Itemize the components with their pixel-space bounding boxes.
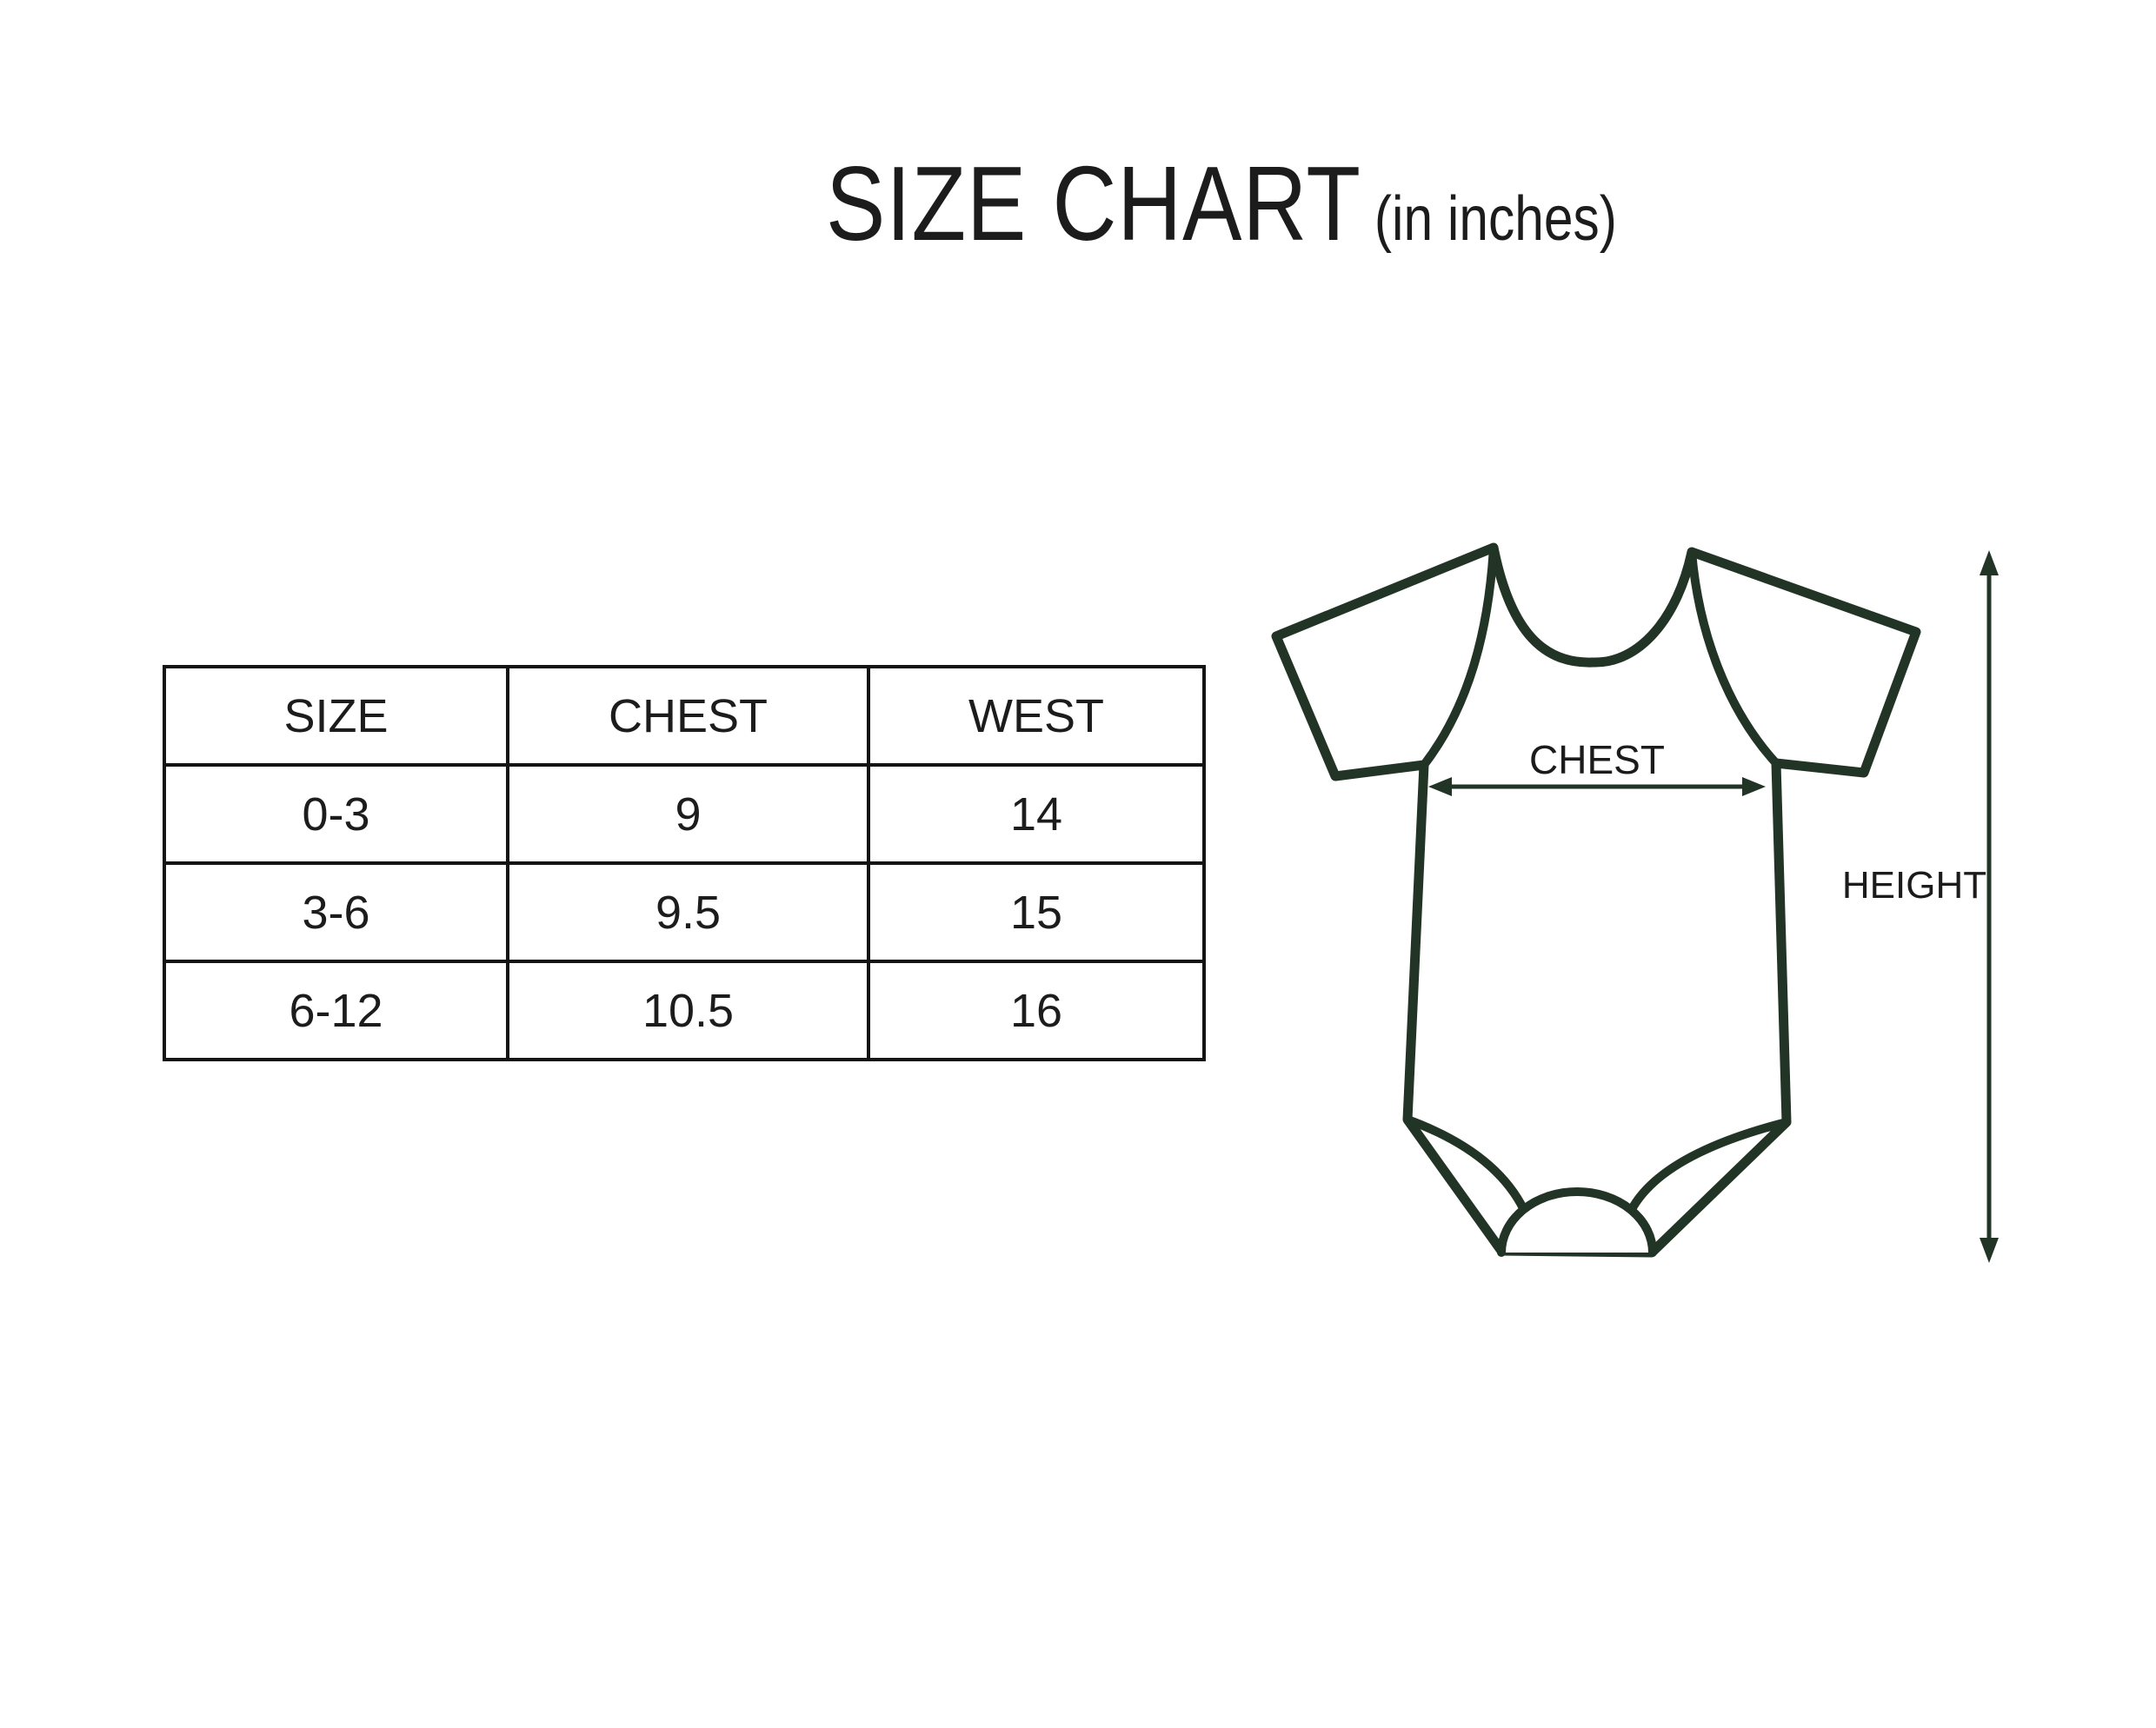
chest-arrowhead-right (1742, 777, 1766, 796)
table-row: 6-12 10.5 16 (163, 960, 1206, 1061)
header-size: SIZE (163, 665, 509, 767)
crotch-dome (1497, 1187, 1657, 1257)
size-table: SIZE CHEST WEST 0-3 9 14 3-6 9.5 15 6-12… (163, 665, 1206, 1061)
left-leg-opening-curve (1403, 1115, 1528, 1214)
cell-west-0: 14 (867, 763, 1206, 865)
chest-label: CHEST (1529, 737, 1665, 782)
right-shoulder-flap-curve (1687, 548, 1780, 768)
height-label: HEIGHT (1842, 864, 1986, 907)
height-arrowhead-top (1980, 550, 1999, 575)
table-header-row: SIZE CHEST WEST (163, 665, 1206, 767)
chest-arrowhead-left (1428, 777, 1452, 796)
cell-size-2: 6-12 (163, 960, 509, 1061)
page-title: SIZE CHART (in inches) (826, 143, 1617, 264)
size-chart-table: SIZE CHEST WEST 0-3 9 14 3-6 9.5 15 6-12… (163, 665, 1206, 1061)
cell-size-0: 0-3 (163, 763, 509, 865)
cell-chest-1: 9.5 (506, 861, 870, 963)
right-leg-opening-curve (1627, 1118, 1791, 1215)
cell-chest-2: 10.5 (506, 960, 870, 1061)
cell-west-1: 15 (867, 861, 1206, 963)
left-shoulder-flap-curve (1420, 543, 1498, 769)
height-arrowhead-bottom (1980, 1238, 1999, 1263)
cell-chest-0: 9 (506, 763, 870, 865)
onesie-outline (1271, 542, 1921, 1258)
height-arrow (1980, 550, 1999, 1263)
cell-size-1: 3-6 (163, 861, 509, 963)
header-west: WEST (867, 665, 1206, 767)
chest-arrow (1428, 777, 1766, 796)
onesie-diagram: CHEST HEIGHT (1271, 542, 1999, 1263)
table-row: 0-3 9 14 (163, 763, 1206, 865)
page-title-main: SIZE CHART (826, 144, 1361, 263)
cell-west-2: 16 (867, 960, 1206, 1061)
table-row: 3-6 9.5 15 (163, 861, 1206, 963)
header-chest: CHEST (506, 665, 870, 767)
page-title-sub: (in inches) (1374, 184, 1617, 254)
